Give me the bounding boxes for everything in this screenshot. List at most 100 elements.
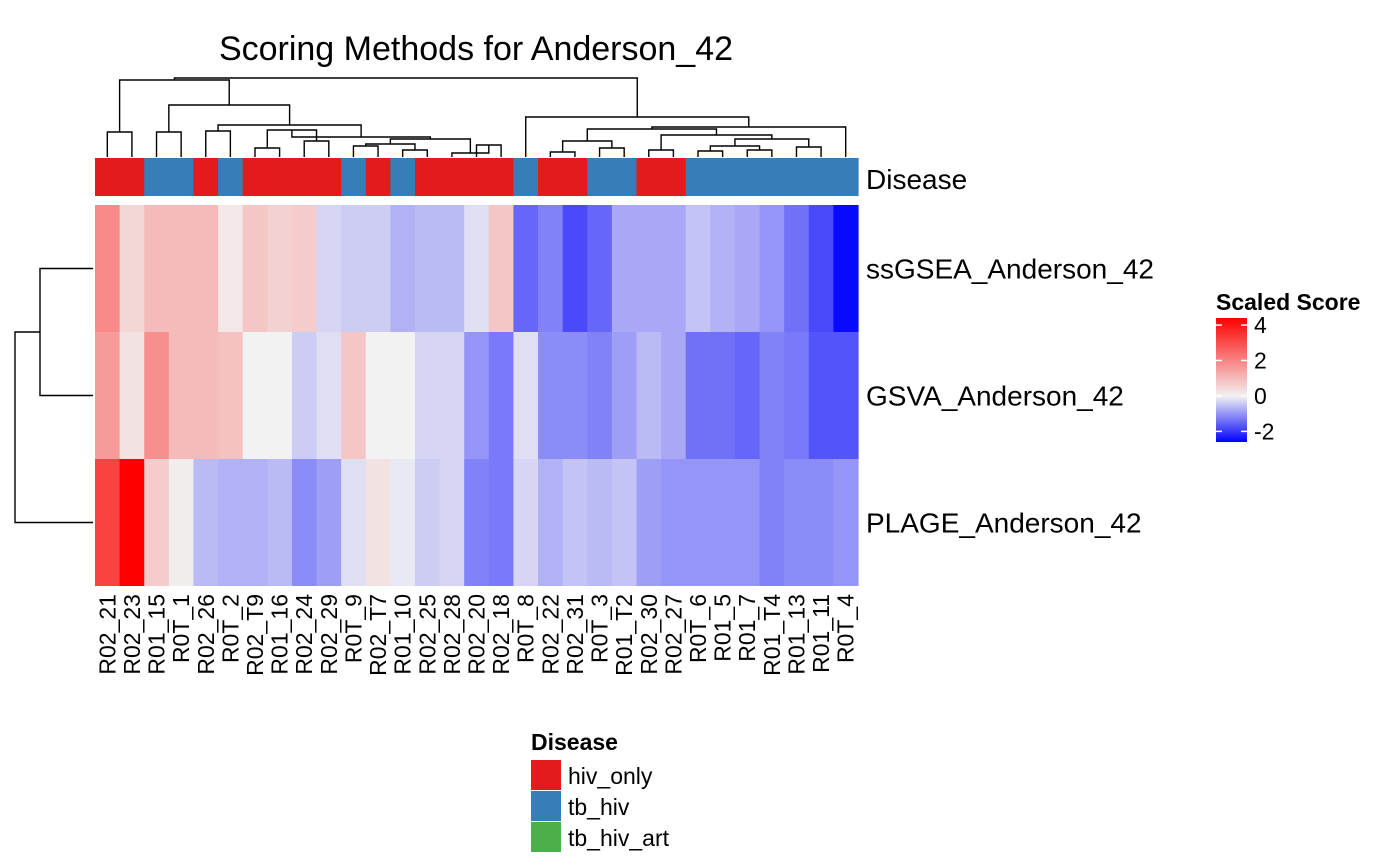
heatmap-cell-GSVA_Anderson_42-R02_29 [316, 332, 342, 459]
column-dendrogram-branch-8 [365, 143, 416, 150]
heatmap-cell-PLAGE_Anderson_42-R02_21 [95, 459, 121, 586]
heatmap-cell-PLAGE_Anderson_42-R0T_6 [685, 459, 711, 586]
heatmap-cell-GSVA_Anderson_42-R0T_2 [218, 332, 244, 459]
annotation-cell-R02_27 [661, 158, 687, 196]
column-dendrogram-branch-2 [205, 130, 232, 157]
heatmap-cell-ssGSEA_Anderson_42-R0T_2 [218, 205, 244, 332]
heatmap-cell-PLAGE_Anderson_42-R02_19 [242, 459, 268, 586]
heatmap-cell-ssGSEA_Anderson_42-R02_25 [414, 205, 441, 332]
column-label-R01_11: R01_11 [808, 594, 834, 673]
column-dendrogram-branch-16 [549, 151, 576, 157]
heatmap-cell-ssGSEA_Anderson_42-R02_27 [661, 205, 687, 332]
column-dendrogram-branch-20 [746, 149, 773, 157]
heatmap-cell-ssGSEA_Anderson_42-R01_10 [390, 205, 416, 332]
heatmap-cell-PLAGE_Anderson_42-R02_28 [439, 459, 465, 586]
annotation-cell-R01_14 [759, 158, 785, 196]
column-dendrogram-branch-15 [118, 79, 230, 132]
annotation-cell-R02_30 [636, 158, 662, 196]
column-dendrogram-branch-6 [401, 149, 428, 157]
scaled-score-colorbar [1216, 318, 1247, 442]
column-label-R02_22: R02_22 [537, 594, 563, 675]
annotation-cell-R01_13 [784, 158, 810, 196]
row-label-ssGSEA_Anderson_42: ssGSEA_Anderson_42 [866, 254, 1154, 285]
heatmap-cell-GSVA_Anderson_42-R02_17 [365, 332, 391, 459]
heatmap-cell-PLAGE_Anderson_42-R01_5 [710, 459, 736, 586]
column-label-R01_16: R01_16 [267, 594, 293, 675]
chart-title: Scoring Methods for Anderson_42 [219, 30, 733, 68]
heatmap-cell-GSVA_Anderson_42-R02_19 [242, 332, 268, 459]
column-dendrogram-branch-22 [561, 140, 613, 152]
column-dendrogram-branch-19 [697, 150, 724, 157]
annotation-cell-R02_23 [119, 158, 145, 196]
annotation-cell-R02_25 [414, 158, 441, 196]
heatmap-cell-ssGSEA_Anderson_42-R01_11 [808, 205, 834, 332]
annotation-cell-R02_28 [439, 158, 465, 196]
heatmap-cell-ssGSEA_Anderson_42-R02_23 [119, 205, 145, 332]
heatmap-cell-GSVA_Anderson_42-R0T_4 [833, 332, 859, 459]
annotation-cell-R02_18 [488, 158, 515, 196]
scaled-score-legend: Scaled Score 4 2 0 -2 [1216, 289, 1360, 444]
heatmap-cell-GSVA_Anderson_42-R02_22 [538, 332, 564, 459]
row-labels: ssGSEA_Anderson_42 GSVA_Anderson_42 PLAGE_… [866, 254, 1154, 539]
heatmap-cell-ssGSEA_Anderson_42-R01_14 [759, 205, 785, 332]
heatmap-cell-ssGSEA_Anderson_42-R01_7 [734, 205, 761, 332]
column-dendrogram [106, 77, 847, 157]
column-dendrogram-branch-4 [303, 140, 330, 157]
column-label-R02_20: R02_20 [464, 594, 490, 675]
annotation-cell-R0T_3 [587, 158, 613, 196]
heatmap-cell-PLAGE_Anderson_42-R01_14 [759, 459, 785, 586]
column-label-R02_31: R02_31 [562, 594, 588, 675]
heatmap-cell-PLAGE_Anderson_42-R0T_1 [168, 459, 195, 586]
column-dendrogram-branch-29 [173, 77, 638, 117]
row-label-GSVA_Anderson_42: GSVA_Anderson_42 [866, 381, 1124, 412]
column-label-R02_24: R02_24 [291, 594, 317, 675]
column-dendrogram-branch-13 [217, 124, 362, 137]
heatmap-cell-ssGSEA_Anderson_42-R02_17 [365, 205, 391, 332]
column-dendrogram-branch-21 [795, 146, 822, 157]
heatmap-cell-PLAGE_Anderson_42-R01_16 [267, 459, 293, 586]
row-dendrogram-branch-0 [39, 267, 93, 397]
column-label-R0T_9: R0T_9 [340, 594, 366, 663]
heatmap-cell-GSVA_Anderson_42-R02_18 [488, 332, 515, 459]
heatmap-cell-GSVA_Anderson_42-R0T_8 [513, 332, 539, 459]
heatmap-cell-ssGSEA_Anderson_42-R0T_3 [587, 205, 613, 332]
heatmap-cell-PLAGE_Anderson_42-R02_24 [291, 459, 318, 586]
heatmap-cell-ssGSEA_Anderson_42-R01_16 [267, 205, 293, 332]
heatmap-cell-PLAGE_Anderson_42-R02_25 [414, 459, 441, 586]
heatmap-cell-ssGSEA_Anderson_42-R0T_6 [685, 205, 711, 332]
column-label-R0T_4: R0T_4 [833, 594, 859, 663]
column-label-R02_17: R02_T7 [365, 594, 391, 676]
column-label-R02_19: R02_T9 [242, 594, 268, 676]
heatmap-cell-PLAGE_Anderson_42-R02_17 [365, 459, 391, 586]
annotation-cell-R0T_4 [833, 158, 859, 196]
heatmap-cell-GSVA_Anderson_42-R01_13 [784, 332, 810, 459]
column-dendrogram-branch-1 [155, 131, 182, 157]
heatmap-cells [95, 205, 859, 586]
heatmap-cell-GSVA_Anderson_42-R02_21 [95, 332, 121, 459]
annotation-label: Disease [866, 164, 967, 195]
annotation-cell-R02_20 [464, 158, 490, 196]
disease-annotation-bar [95, 158, 859, 196]
column-dendrogram-branch-17 [598, 147, 625, 157]
column-label-R02_18: R02_18 [488, 594, 514, 675]
column-label-R01_5: R01_5 [710, 594, 736, 662]
heatmap-cell-PLAGE_Anderson_42-R02_23 [119, 459, 145, 586]
heatmap-cell-ssGSEA_Anderson_42-R0T_4 [833, 205, 859, 332]
annotation-cell-R0T_2 [218, 158, 244, 196]
annotation-cell-R02_22 [538, 158, 564, 196]
annotation-cell-R02_29 [316, 158, 342, 196]
column-label-R01_12: R01_T2 [611, 594, 637, 676]
column-label-R02_25: R02_25 [414, 594, 440, 675]
column-label-R0T_1: R0T_1 [168, 594, 194, 663]
annotation-cell-R0T_6 [685, 158, 711, 196]
annotation-cell-R0T_9 [341, 158, 367, 196]
heatmap-cell-PLAGE_Anderson_42-R02_31 [562, 459, 588, 586]
heatmap-cell-GSVA_Anderson_42-R01_10 [390, 332, 416, 459]
annotation-cell-R01_7 [734, 158, 761, 196]
heatmap-cell-ssGSEA_Anderson_42-R01_13 [784, 205, 810, 332]
heatmap-cell-ssGSEA_Anderson_42-R02_21 [95, 205, 121, 332]
heatmap-cell-GSVA_Anderson_42-R02_20 [464, 332, 490, 459]
heatmap-cell-GSVA_Anderson_42-R02_27 [661, 332, 687, 459]
column-dendrogram-branch-18 [648, 149, 675, 157]
column-label-R0T_2: R0T_2 [217, 594, 243, 663]
